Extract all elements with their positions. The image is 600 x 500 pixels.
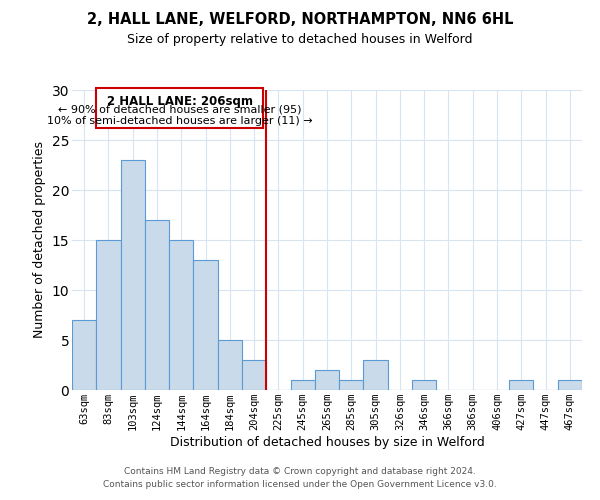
Bar: [558, 380, 582, 390]
Y-axis label: Number of detached properties: Number of detached properties: [33, 142, 46, 338]
Bar: [218, 340, 242, 390]
Bar: [169, 240, 193, 390]
Bar: [290, 380, 315, 390]
Bar: [193, 260, 218, 390]
Bar: [412, 380, 436, 390]
Bar: [121, 160, 145, 390]
Bar: [145, 220, 169, 390]
Text: ← 90% of detached houses are smaller (95): ← 90% of detached houses are smaller (95…: [58, 105, 301, 115]
Bar: [364, 360, 388, 390]
Text: Contains HM Land Registry data © Crown copyright and database right 2024.: Contains HM Land Registry data © Crown c…: [124, 467, 476, 476]
FancyBboxPatch shape: [96, 88, 263, 128]
Text: 2, HALL LANE, WELFORD, NORTHAMPTON, NN6 6HL: 2, HALL LANE, WELFORD, NORTHAMPTON, NN6 …: [87, 12, 513, 28]
Bar: [96, 240, 121, 390]
Bar: [339, 380, 364, 390]
X-axis label: Distribution of detached houses by size in Welford: Distribution of detached houses by size …: [170, 436, 484, 449]
Bar: [509, 380, 533, 390]
Text: 2 HALL LANE: 206sqm: 2 HALL LANE: 206sqm: [107, 95, 253, 108]
Bar: [315, 370, 339, 390]
Text: Contains public sector information licensed under the Open Government Licence v3: Contains public sector information licen…: [103, 480, 497, 489]
Bar: [72, 320, 96, 390]
Text: 10% of semi-detached houses are larger (11) →: 10% of semi-detached houses are larger (…: [47, 116, 313, 126]
Bar: [242, 360, 266, 390]
Text: Size of property relative to detached houses in Welford: Size of property relative to detached ho…: [127, 32, 473, 46]
